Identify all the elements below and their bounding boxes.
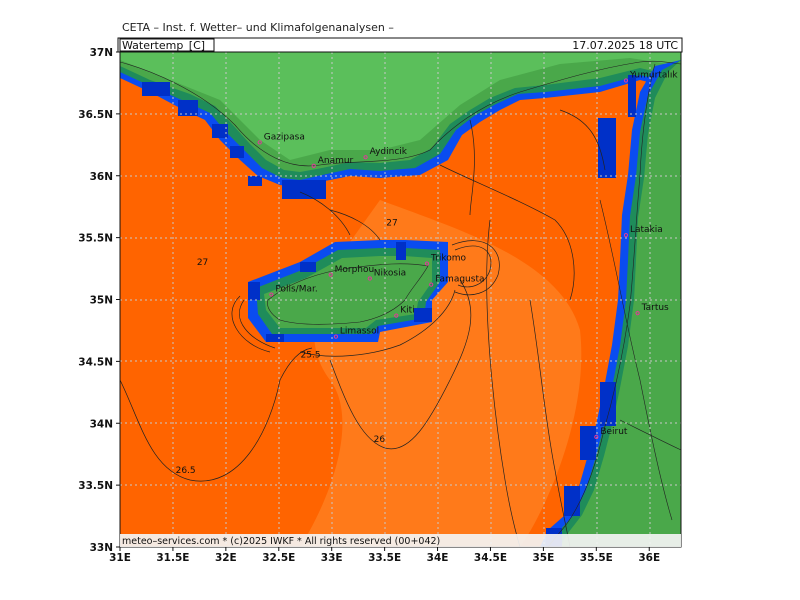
x-tick-label: 31.5E <box>156 552 189 564</box>
place-marker <box>269 292 274 297</box>
place-label: Tartus <box>641 303 669 313</box>
place-marker <box>594 434 599 439</box>
footer-bar <box>120 534 681 547</box>
place-marker <box>424 261 430 266</box>
place-marker <box>367 276 372 281</box>
place-label: Latakia <box>630 225 663 235</box>
contour-value-label: 26.5 <box>176 466 196 476</box>
footer-credit: meteo–services.com * (c)2025 IWKF * All … <box>122 536 440 547</box>
x-tick-label: 35.5E <box>580 552 613 564</box>
place-marker <box>311 163 316 168</box>
x-tick-label: 34E <box>427 552 449 564</box>
x-tick-label: 33.5E <box>368 552 401 564</box>
x-tick-label: 33E <box>321 552 343 564</box>
contour-value-labels: 27 27 25.5 26 26.5 <box>176 218 398 476</box>
place-marker <box>429 282 434 287</box>
coastlines <box>120 60 681 547</box>
place-label: Yumurtalık <box>629 70 678 80</box>
y-tick-label: 33.5N <box>78 480 113 492</box>
place-markers: Yumurtalık Gazipasa Anamur Aydincik Latakia T… <box>257 70 678 439</box>
x-axis-ticks: 31E 31.5E 32E 32.5E 33E 33.5E 34E 34.5E 35E 35.5E… <box>109 547 660 564</box>
y-tick-label: 34N <box>90 418 113 430</box>
place-marker <box>394 313 399 318</box>
valid-datetime: 17.07.2025 18 UTC <box>572 39 678 52</box>
place-label: Kiti <box>400 306 414 316</box>
place-label: Aydincik <box>370 147 408 157</box>
contour-value-label: 25.5 <box>301 351 321 361</box>
place-label: Beirut <box>600 427 628 437</box>
y-axis-ticks: 37N 36.5N 36N 35.5N 35N 34.5N 34N 33.5N 33N <box>78 47 120 554</box>
x-tick-label: 31E <box>109 552 131 564</box>
place-label: Polis/Mar. <box>275 285 317 295</box>
place-marker <box>328 272 333 277</box>
x-tick-label: 32.5E <box>262 552 295 564</box>
contour-value-label: 26 <box>374 435 386 445</box>
contour-value-label: 27 <box>386 218 397 228</box>
x-tick-label: 36E <box>638 552 660 564</box>
levant-landmass <box>540 60 681 547</box>
field-label-box <box>119 38 215 52</box>
x-tick-label: 32E <box>215 552 237 564</box>
turkey-landmass <box>120 52 681 188</box>
y-tick-label: 36.5N <box>78 109 113 121</box>
cold-water-cells <box>142 75 636 547</box>
place-label: Nikosia <box>374 268 406 278</box>
y-tick-label: 36N <box>90 171 113 183</box>
place-label: Morphou <box>335 265 375 275</box>
place-marker <box>257 140 262 145</box>
y-tick-label: 34.5N <box>78 356 113 368</box>
place-marker <box>623 233 629 238</box>
place-label: Anamur <box>318 156 354 166</box>
graticule <box>120 52 681 547</box>
y-tick-label: 35.5N <box>78 233 113 245</box>
place-label: Famagusta <box>435 275 484 285</box>
y-tick-label: 35N <box>90 295 113 307</box>
place-label: Limassol <box>340 327 379 337</box>
x-tick-label: 35E <box>532 552 554 564</box>
contour-value-label: 27 <box>197 258 208 268</box>
place-marker <box>333 334 339 339</box>
header-bar <box>117 37 683 53</box>
place-marker <box>623 78 629 83</box>
x-tick-label: 34.5E <box>474 552 507 564</box>
place-marker <box>363 155 368 160</box>
place-marker <box>635 311 640 316</box>
place-label: Gazipasa <box>264 132 305 142</box>
y-tick-label: 37N <box>90 47 113 59</box>
isotherm-contours <box>120 109 606 547</box>
field-label: Watertemp_[C] <box>122 39 205 52</box>
place-label: Trikomo <box>430 254 467 264</box>
header-title: CETA – Inst. f. Wetter– und Klimafolgena… <box>122 21 394 34</box>
y-tick-label: 33N <box>90 542 113 554</box>
